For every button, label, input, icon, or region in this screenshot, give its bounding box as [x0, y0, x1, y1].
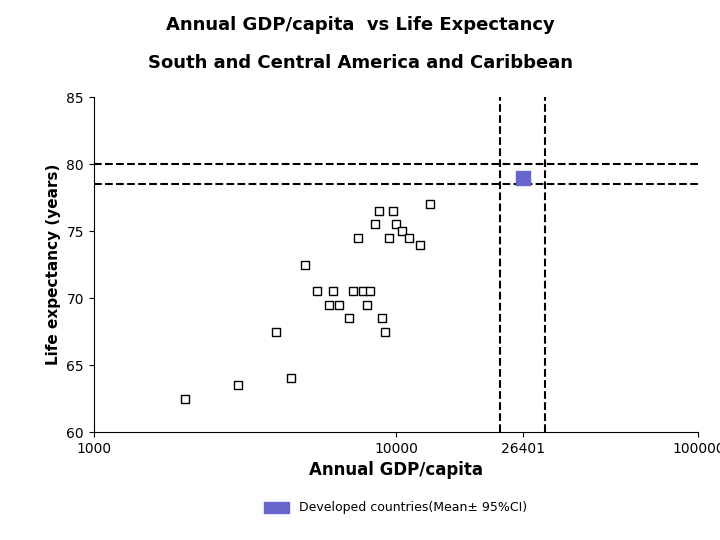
Point	[377, 314, 388, 322]
Text: Annual GDP/capita  vs Life Expectancy: Annual GDP/capita vs Life Expectancy	[166, 16, 554, 34]
Point	[361, 300, 372, 309]
Point	[374, 207, 385, 215]
Point	[343, 314, 355, 322]
Point	[333, 300, 345, 309]
Point	[379, 327, 391, 336]
Point	[179, 394, 190, 403]
Point	[390, 220, 402, 229]
Point	[270, 327, 282, 336]
Point	[402, 233, 414, 242]
Point	[232, 381, 243, 389]
Point	[285, 374, 297, 383]
Point	[397, 227, 408, 235]
Point	[425, 200, 436, 208]
Point	[300, 260, 311, 269]
Legend: Developed countries(Mean± 95%CI): Developed countries(Mean± 95%CI)	[259, 496, 533, 519]
Point	[353, 233, 364, 242]
Y-axis label: Life expectancy (years): Life expectancy (years)	[45, 164, 60, 365]
Point	[347, 287, 359, 296]
Point	[323, 300, 335, 309]
Point	[312, 287, 323, 296]
Point	[387, 207, 399, 215]
Point	[358, 287, 369, 296]
Point	[328, 287, 339, 296]
Point	[364, 287, 376, 296]
X-axis label: Annual GDP/capita: Annual GDP/capita	[309, 461, 483, 480]
Point	[384, 233, 395, 242]
Point	[518, 173, 529, 182]
Point	[369, 220, 380, 229]
Text: South and Central America and Caribbean: South and Central America and Caribbean	[148, 54, 572, 72]
Point	[414, 240, 426, 249]
